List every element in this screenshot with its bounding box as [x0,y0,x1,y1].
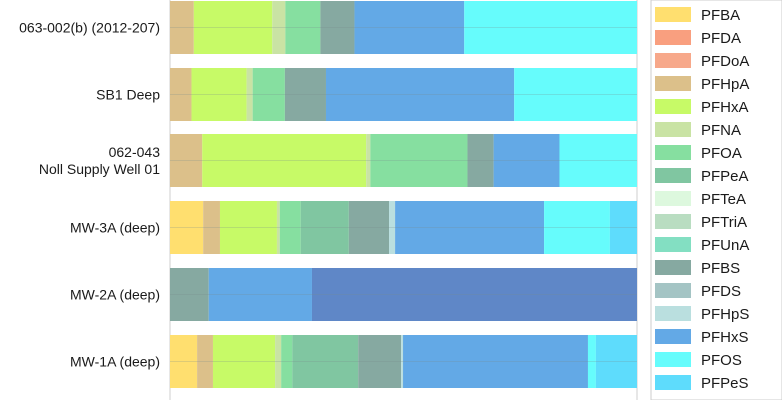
category-label: MW-3A (deep) [70,220,160,236]
bar-segment-pfba-row-6 [170,335,198,388]
bar-segment-pfos-row-4 [544,201,610,254]
bar-segment-pfoa-row-6 [281,335,293,388]
bar-segment-pfhps-row-6 [401,335,404,388]
bar-segment-pfbs-row-1 [320,1,355,54]
bar-segment-pfhxa-row-1 [193,1,273,54]
legend-label-pfds: PFDS [701,283,741,300]
bar-segment-pfos-row-6 [587,335,596,388]
category-label: 063-002(b) (2012-207) [19,20,160,36]
legend-swatch-pfoa [655,145,691,160]
legend-label-pfuna: PFUnA [701,237,749,254]
legend-swatch-pftria [655,214,691,229]
bar-segment-pfpea-row-4 [300,201,349,254]
bar-segment-pfpea-row-6 [292,335,359,388]
legend-swatch-pfhxs [655,329,691,344]
category-label: SB1 Deep [96,87,160,103]
legend-label-pftria: PFTriA [701,214,747,231]
legend-swatch-pfhpa [655,76,691,91]
bar-segment-pfoa-row-3 [370,134,468,187]
category-label: Noll Supply Well 01 [39,161,160,177]
bar-segment-pfhpa-row-2 [170,68,192,121]
bar-segment-pfhxa-row-6 [212,335,276,388]
bar-segment-pfna-row-1 [272,1,286,54]
bar-segment-pfbs-row-4 [348,201,390,254]
legend-swatch-pfhps [655,306,691,321]
bar-segment-pfhxs-row-6 [403,335,588,388]
legend-label-pfos: PFOS [701,352,742,369]
legend-label-pfna: PFNA [701,122,741,139]
legend-label-pfhpa: PFHpA [701,76,749,93]
bar-segment-unlabeled-row-5 [311,268,637,321]
legend-label-pfda: PFDA [701,30,741,47]
legend-label-pfhps: PFHpS [701,306,749,323]
legend-label-pfpea: PFPeA [701,168,749,185]
legend-swatch-pfds [655,283,691,298]
bar-segment-pfbs-row-3 [467,134,494,187]
bar-segment-pfos-row-3 [559,134,637,187]
bar-segment-pfna-row-2 [246,68,253,121]
bar-segment-pfbs-row-5 [170,268,209,321]
bar-segment-pfhxa-row-4 [219,201,277,254]
bar-segment-pfna-row-6 [275,335,282,388]
legend-swatch-pfba [655,7,691,22]
legend-label-pfhxa: PFHxA [701,99,749,116]
bar-segment-pfpes-row-4 [609,201,637,254]
legend-label-pfhxs: PFHxS [701,329,749,346]
bar-segment-pfpes-row-6 [595,335,637,388]
legend-swatch-pftea [655,191,691,206]
bar-segment-pfbs-row-6 [358,335,402,388]
bar-segment-pfhxs-row-3 [493,134,560,187]
bar-segment-pfos-row-2 [514,68,637,121]
bar-segment-pfhpa-row-3 [170,134,203,187]
bar-segment-pfoa-row-1 [285,1,321,54]
bar-segment-pfhpa-row-4 [203,201,220,254]
bar-segment-pfhxa-row-2 [191,68,247,121]
legend-swatch-pfpea [655,168,691,183]
bar-segment-pfhxs-row-1 [354,1,465,54]
bar-segment-pfoa-row-2 [252,68,285,121]
category-label: MW-1A (deep) [70,354,160,370]
legend-swatch-pfos [655,352,691,367]
bar-segment-pfhpa-row-6 [197,335,213,388]
bar-segment-pfna-row-3 [366,134,371,187]
legend-swatch-pfdoa [655,53,691,68]
bar-segment-pfba-row-4 [170,201,204,254]
legend-label-pfdoa: PFDoA [701,53,749,70]
legend-swatch-pfda [655,30,691,45]
category-label: 062-043 [109,144,161,160]
legend-swatch-pfbs [655,260,691,275]
legend-swatch-pfuna [655,237,691,252]
category-label: MW-2A (deep) [70,287,160,303]
bar-segment-pfhxs-row-4 [395,201,545,254]
bar-segment-pfoa-row-4 [279,201,301,254]
legend-label-pfpes: PFPeS [701,375,749,392]
bar-segment-pfos-row-1 [464,1,637,54]
bar-segment-pfhps-row-4 [389,201,396,254]
legend-label-pfbs: PFBS [701,260,740,277]
bar-segment-pfhxa-row-3 [202,134,367,187]
legend-swatch-pfpes [655,375,691,390]
bar-segment-pfbs-row-2 [284,68,326,121]
legend-swatch-pfna [655,122,691,137]
bar-segment-pfna-row-4 [276,201,280,254]
legend-label-pfoa: PFOA [701,145,742,162]
bar-segment-pfhpa-row-1 [170,1,194,54]
bar-segment-pfhxs-row-5 [208,268,312,321]
legend-swatch-pfhxa [655,99,691,114]
legend-label-pftea: PFTeA [701,191,746,208]
bar-segment-pfhxs-row-2 [325,68,515,121]
legend-label-pfba: PFBA [701,7,740,24]
